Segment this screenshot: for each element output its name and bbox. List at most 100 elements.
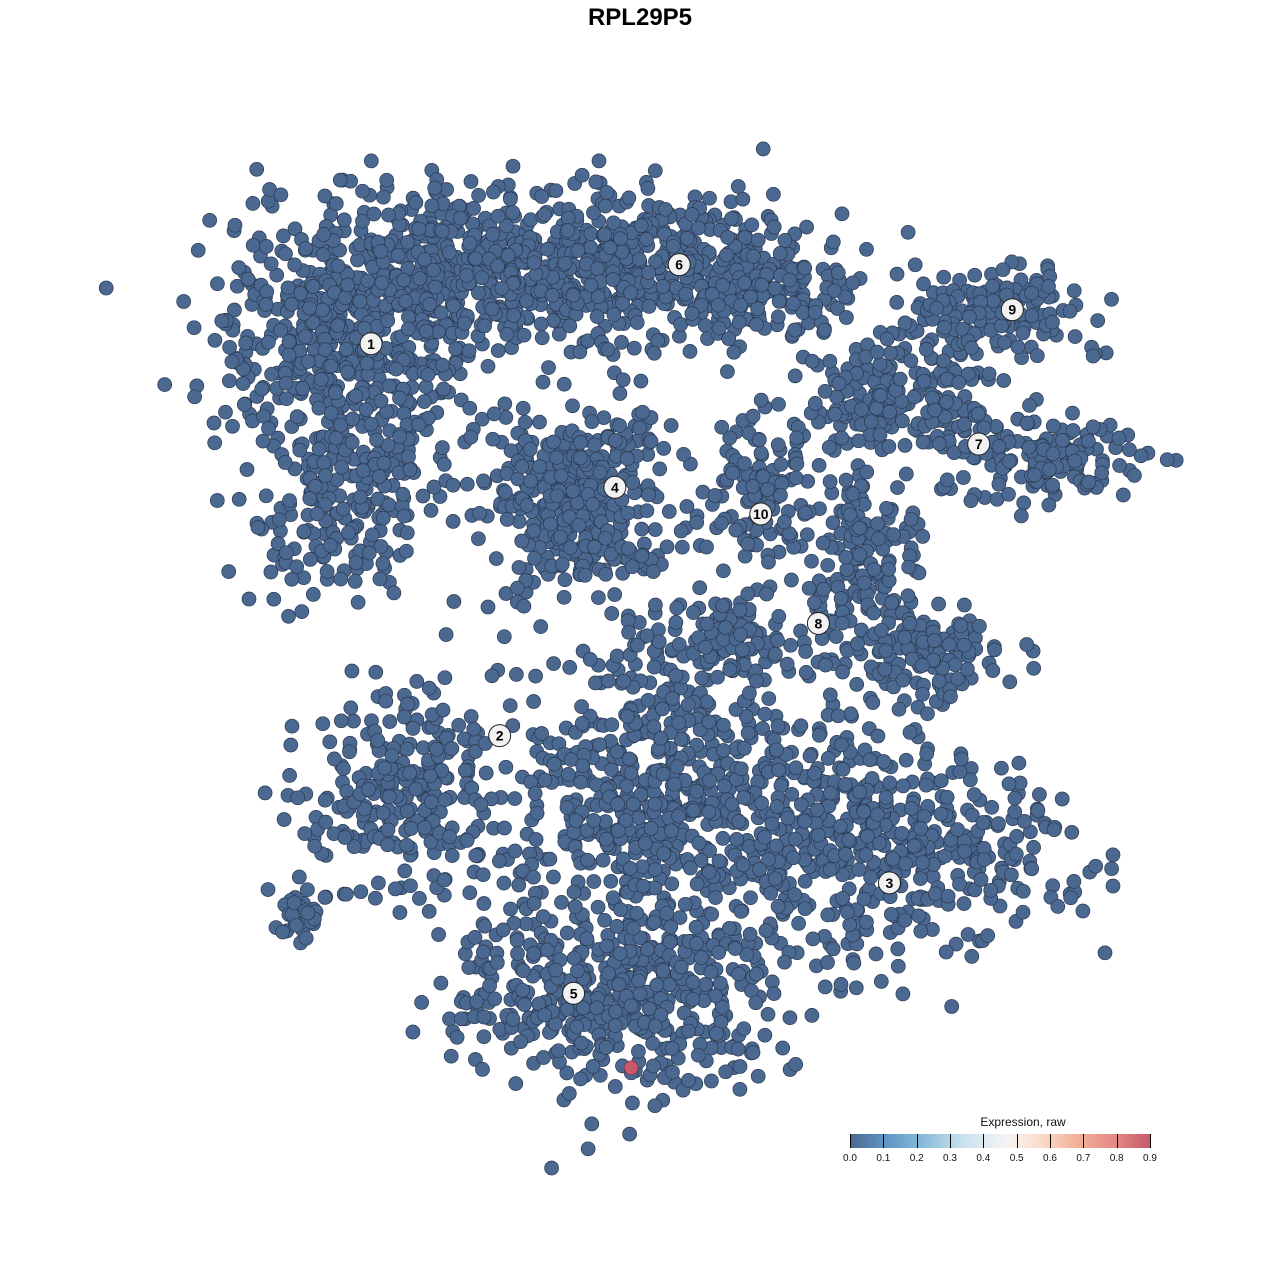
cell-point: [764, 816, 780, 832]
cell-point: [277, 455, 293, 470]
cell-point: [360, 273, 376, 289]
cell-point: [176, 294, 192, 309]
cell-point: [499, 218, 514, 234]
cell-point: [375, 510, 391, 526]
cell-point: [475, 1062, 490, 1077]
cell-point: [459, 476, 475, 492]
cell-point: [348, 555, 364, 571]
cell-point: [1090, 313, 1106, 328]
cell-point: [563, 540, 578, 556]
cell-point: [956, 896, 972, 911]
cell-point: [273, 323, 289, 338]
cell-point: [586, 874, 602, 889]
cell-point: [1097, 945, 1113, 961]
cell-point: [878, 643, 894, 659]
cell-point: [782, 272, 797, 288]
cell-point: [689, 936, 704, 951]
cell-point: [338, 886, 354, 902]
cell-point: [359, 355, 375, 371]
cell-point: [805, 931, 821, 947]
cell-point: [589, 309, 605, 324]
cell-point: [583, 278, 599, 293]
cell-point: [745, 1045, 761, 1060]
cell-point: [590, 899, 606, 915]
cell-point: [933, 773, 949, 789]
cell-point: [691, 835, 707, 851]
cell-point: [865, 695, 881, 710]
cell-point: [417, 820, 432, 835]
cell-point: [286, 895, 302, 911]
cell-point: [665, 1064, 680, 1080]
cell-point: [322, 538, 338, 553]
cell-point: [652, 461, 668, 477]
cell-point: [680, 697, 696, 713]
cell-point: [801, 580, 817, 596]
cell-point: [461, 960, 477, 975]
cell-point: [378, 693, 394, 709]
cell-point: [396, 508, 412, 524]
cell-point: [403, 821, 419, 836]
cell-point: [580, 1141, 596, 1157]
cell-point: [250, 520, 266, 535]
cell-point: [804, 353, 820, 369]
cell-point: [510, 471, 526, 487]
cell-point: [586, 539, 602, 555]
cell-point: [662, 934, 678, 950]
cell-point: [1081, 433, 1096, 449]
cell-point: [936, 269, 952, 285]
cell-point: [897, 315, 913, 331]
cell-point: [962, 309, 977, 325]
cell-point: [634, 548, 650, 564]
cell-point: [611, 977, 627, 992]
cell-point: [1007, 804, 1023, 820]
cell-point: [775, 1040, 791, 1056]
cell-point: [592, 737, 607, 752]
cell-point: [631, 1044, 646, 1059]
cell-point: [749, 966, 764, 982]
cell-point: [544, 1160, 559, 1176]
cell-point: [515, 400, 531, 416]
cell-point: [318, 468, 333, 484]
cell-point: [604, 717, 620, 733]
cell-point: [690, 1047, 706, 1063]
cell-point: [257, 785, 273, 801]
cell-point: [554, 895, 569, 910]
cell-point: [674, 539, 690, 555]
cell-point: [600, 342, 616, 357]
cell-point: [635, 404, 650, 420]
cell-point: [405, 721, 421, 736]
cell-point: [733, 297, 748, 313]
cell-point: [468, 848, 484, 863]
cell-point: [476, 1009, 492, 1025]
cell-point: [337, 830, 353, 845]
cell-point: [701, 864, 717, 880]
cell-point: [788, 470, 804, 486]
cell-point: [957, 416, 972, 432]
cell-point: [482, 978, 497, 994]
cell-point: [835, 664, 850, 680]
cell-point: [381, 789, 397, 805]
cell-point: [1015, 325, 1031, 341]
cell-point: [515, 982, 530, 998]
cell-point: [288, 917, 304, 933]
cell-point: [476, 473, 491, 489]
cell-point: [767, 871, 783, 887]
cell-point: [313, 372, 329, 387]
cell-point: [537, 1007, 552, 1023]
cell-point: [245, 237, 261, 253]
cell-point: [720, 364, 735, 379]
cell-point: [218, 404, 233, 420]
cell-point: [757, 1027, 773, 1043]
cell-point: [629, 315, 645, 330]
cell-point: [925, 390, 940, 406]
cell-point: [384, 748, 400, 764]
cell-point: [473, 797, 489, 812]
cell-point: [297, 826, 313, 841]
cell-point: [486, 406, 502, 422]
cell-point: [604, 606, 620, 621]
cell-point: [698, 977, 713, 992]
cell-point: [726, 344, 742, 360]
cell-point: [511, 514, 527, 529]
cell-point: [1065, 405, 1080, 421]
cell-point: [421, 680, 437, 696]
